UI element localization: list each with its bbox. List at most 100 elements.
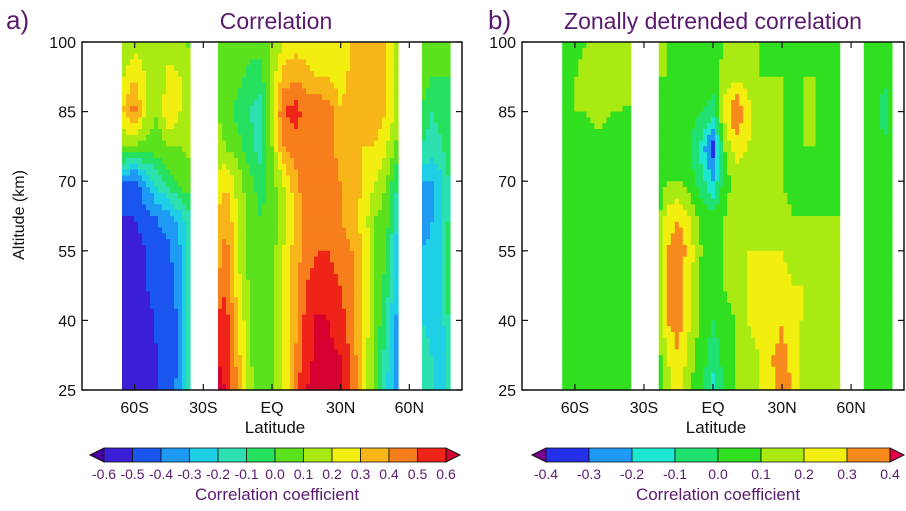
heatmap-cell <box>122 349 127 355</box>
heatmap-cell <box>230 367 235 373</box>
heatmap-cell <box>182 355 187 361</box>
heatmap-cell <box>366 291 371 297</box>
heatmap-cell <box>426 193 431 199</box>
heatmap-cell <box>386 378 391 384</box>
heatmap-cell <box>126 338 131 344</box>
heatmap-cell <box>130 83 135 89</box>
heatmap-cell <box>270 228 275 234</box>
heatmap-cell <box>142 135 147 141</box>
heatmap-cell <box>378 112 383 118</box>
heatmap-cell <box>342 112 347 118</box>
heatmap-cell <box>390 262 395 268</box>
heatmap-cell <box>262 303 267 309</box>
heatmap-cell <box>246 181 251 187</box>
heatmap-cell <box>326 83 331 89</box>
heatmap-cell <box>715 65 720 71</box>
heatmap-cell <box>318 239 323 245</box>
heatmap-cell <box>290 193 295 199</box>
heatmap-cell <box>326 141 331 147</box>
heatmap-cell <box>226 146 231 152</box>
heatmap-cell <box>314 309 319 315</box>
heatmap-cell <box>222 94 227 100</box>
heatmap-cell <box>134 77 139 83</box>
heatmap-cell <box>590 83 595 89</box>
heatmap-cell <box>390 210 395 216</box>
heatmap-cell <box>170 170 175 176</box>
heatmap-cell <box>250 338 255 344</box>
heatmap-cell <box>807 42 812 48</box>
heatmap-cell <box>278 228 283 234</box>
heatmap-cell <box>178 164 183 170</box>
heatmap-cell <box>138 378 143 384</box>
heatmap-cell <box>426 320 431 326</box>
heatmap-cell <box>130 123 135 129</box>
heatmap-cell <box>442 141 447 147</box>
heatmap-cell <box>378 332 383 338</box>
heatmap-cell <box>146 129 151 135</box>
heatmap-cell <box>250 141 255 147</box>
heatmap-cell <box>234 42 239 48</box>
heatmap-cell <box>342 199 347 205</box>
heatmap-cell <box>282 204 287 210</box>
heatmap-cell <box>338 239 343 245</box>
heatmap-cell <box>246 170 251 176</box>
heatmap-cell <box>302 175 307 181</box>
heatmap-cell <box>386 94 391 100</box>
heatmap-cell <box>374 257 379 263</box>
heatmap-cell <box>178 297 183 303</box>
heatmap-cell <box>707 42 712 48</box>
heatmap-cell <box>828 42 833 48</box>
heatmap-cell <box>150 170 155 176</box>
heatmap-cell <box>306 257 311 263</box>
heatmap-cell <box>266 199 271 205</box>
heatmap-cell <box>610 48 615 54</box>
heatmap-cell <box>270 286 275 292</box>
heatmap-cell <box>334 349 339 355</box>
heatmap-cell <box>330 338 335 344</box>
heatmap-cell <box>832 71 837 77</box>
heatmap-cell <box>570 71 575 77</box>
heatmap-cell <box>310 54 315 60</box>
heatmap-cell <box>274 88 279 94</box>
heatmap-cell <box>150 361 155 367</box>
heatmap-cell <box>170 233 175 239</box>
heatmap-cell <box>394 158 399 164</box>
heatmap-cell <box>122 344 127 350</box>
heatmap-cell <box>358 170 363 176</box>
heatmap-cell <box>374 274 379 280</box>
heatmap-cell <box>731 59 736 65</box>
heatmap-cell <box>242 106 247 112</box>
heatmap-cell <box>254 94 259 100</box>
heatmap-cell <box>374 94 379 100</box>
heatmap-cell <box>226 181 231 187</box>
heatmap-cell <box>142 94 147 100</box>
heatmap-cell <box>278 280 283 286</box>
heatmap-cell <box>767 48 772 54</box>
heatmap-cell <box>358 112 363 118</box>
heatmap-cell <box>426 245 431 251</box>
heatmap-cell <box>186 355 191 361</box>
heatmap-cell <box>274 54 279 60</box>
heatmap-cell <box>334 158 339 164</box>
heatmap-cell <box>378 315 383 321</box>
heatmap-cell <box>727 94 732 100</box>
heatmap-cell <box>362 187 367 193</box>
heatmap-cell <box>290 65 295 71</box>
heatmap-cell <box>334 309 339 315</box>
heatmap-cell <box>158 88 163 94</box>
heatmap-cell <box>278 71 283 77</box>
heatmap-cell <box>238 297 243 303</box>
heatmap-cell <box>306 297 311 303</box>
heatmap-cell <box>130 233 135 239</box>
heatmap-cell <box>354 181 359 187</box>
heatmap-cell <box>222 367 227 373</box>
heatmap-cell <box>390 65 395 71</box>
heatmap-cell <box>250 100 255 106</box>
heatmap-cell <box>378 71 383 77</box>
heatmap-cell <box>442 88 447 94</box>
heatmap-cell <box>246 257 251 263</box>
heatmap-cell <box>246 88 251 94</box>
heatmap-cell <box>122 361 127 367</box>
heatmap-cell <box>791 54 796 60</box>
heatmap-cell <box>166 106 171 112</box>
